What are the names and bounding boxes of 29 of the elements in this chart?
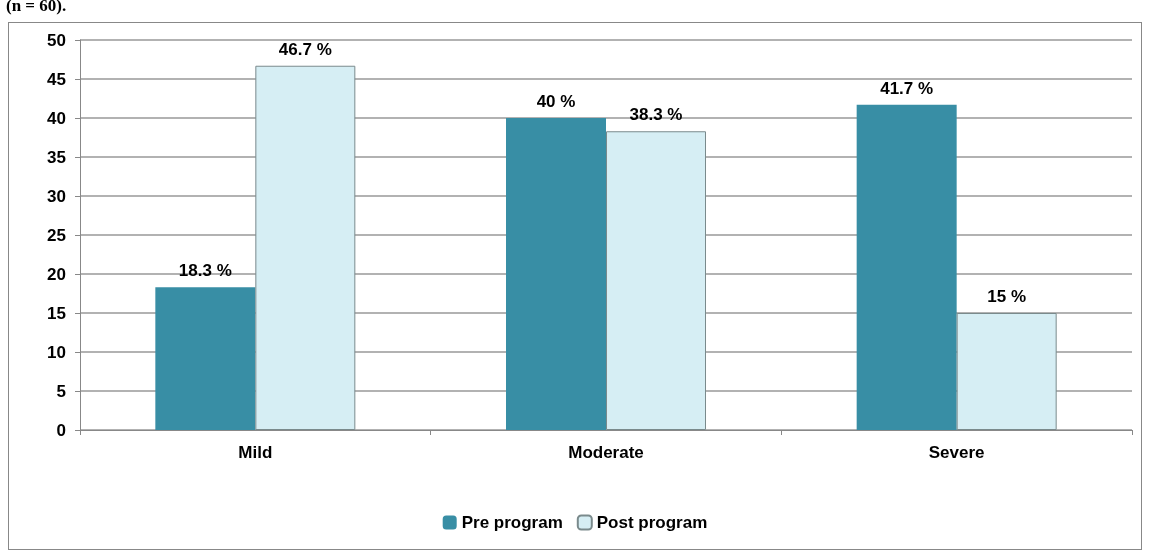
y-tick-label: 35 [47,147,66,167]
bar [506,118,606,430]
bar [856,104,957,430]
bar [155,287,256,430]
data-label: 18.3 % [178,261,232,281]
y-tick-label: 30 [47,186,66,206]
y-tick-label: 25 [47,225,66,245]
data-label: 46.7 % [278,39,332,59]
data-label: 15 % [987,287,1027,306]
y-tick-label: 45 [47,69,66,89]
text: (n = 60). [6,0,67,16]
y-tick-label: 50 [47,30,66,50]
x-tick-label: Moderate [568,443,644,462]
y-tick-label: 5 [56,381,66,401]
y-tick-label: 40 [47,108,66,128]
y-tick-label: 15 [47,303,66,323]
bar [956,313,1057,430]
x-tick-label: Mild [238,443,273,462]
data-label: 40 % [536,92,576,111]
data-label: 41.7 % [880,78,934,98]
data-label: 38.3 % [629,105,683,125]
legend-label: Pre program [461,513,563,532]
y-tick-label: 10 [47,342,66,362]
legend-label: Post program [596,513,708,532]
bar [255,65,356,430]
bar [606,131,706,430]
y-tick-label: 0 [56,420,66,440]
y-tick-label: 20 [47,264,66,284]
x-tick-label: Severe [928,443,985,462]
